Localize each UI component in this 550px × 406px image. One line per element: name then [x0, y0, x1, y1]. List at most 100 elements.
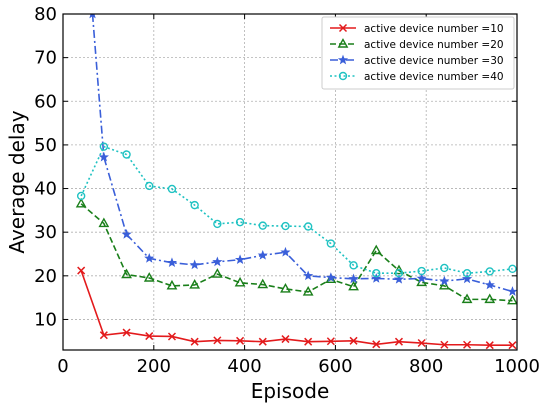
- series-1: [77, 266, 517, 350]
- legend-swatch-marker: [337, 54, 349, 65]
- series-3-point: [393, 273, 405, 284]
- legend-item-2: active device number =20: [330, 38, 504, 51]
- series-3-point: [280, 246, 291, 257]
- series-2-point: [98, 217, 110, 228]
- series-4-point: [145, 181, 154, 191]
- y-tick-label: 50: [34, 135, 57, 156]
- series-4-point: [122, 150, 131, 159]
- x-tick-label: 0: [57, 356, 68, 377]
- x-tick-label: 1000: [494, 356, 540, 377]
- y-tick-label: 20: [34, 266, 57, 287]
- series-3-point: [371, 273, 382, 283]
- series-1-point: [349, 336, 358, 345]
- series-2-point: [461, 293, 473, 304]
- series-3-point: [484, 279, 495, 290]
- series-2-point: [438, 279, 450, 290]
- series-2-point: [211, 268, 223, 278]
- legend-swatch-marker: [338, 23, 348, 33]
- legend-item-1: active device number =10: [330, 23, 504, 35]
- series-4: [76, 142, 517, 278]
- series-4-point: [462, 269, 472, 278]
- series-1-point: [281, 335, 290, 344]
- series-1-point: [304, 337, 313, 346]
- series-3-point: [234, 254, 246, 264]
- series-2-point: [75, 197, 87, 208]
- series-3-point: [439, 275, 450, 286]
- series-1-point: [372, 340, 381, 349]
- series-2-point: [370, 244, 382, 255]
- series-1-point: [417, 338, 426, 348]
- series-2-point: [143, 272, 155, 282]
- series-3-line: [91, 14, 513, 293]
- series-2-point: [348, 280, 359, 291]
- series-2-point: [257, 278, 269, 289]
- series-4-point: [349, 261, 358, 270]
- series-2-point: [484, 293, 496, 304]
- plot-frame: [62, 13, 518, 351]
- series-3-point: [166, 257, 178, 268]
- legend-item-3: active device number =30: [330, 54, 504, 67]
- series-4-point: [326, 239, 336, 248]
- series-1-point: [440, 340, 449, 349]
- series-layer: [75, 14, 517, 350]
- x-tick-label: 200: [137, 356, 171, 377]
- series-3-point: [257, 249, 268, 260]
- series-1-point: [167, 332, 176, 341]
- series-4-point: [167, 184, 177, 194]
- series-1-point: [145, 332, 154, 341]
- series-4-point: [303, 222, 313, 231]
- y-tick-label: 40: [34, 179, 57, 200]
- x-tick-label: 400: [227, 356, 261, 377]
- series-2-point: [234, 276, 246, 287]
- series-1-point: [394, 337, 403, 346]
- series-3-point: [212, 256, 223, 267]
- series-2-point: [302, 286, 314, 296]
- axis-ticks: 0 200 400 600 800 1000 10 20 30 40 50 60 70 80: [34, 4, 540, 377]
- y-axis-label: Average delay: [5, 110, 29, 253]
- series-4-point: [258, 221, 267, 230]
- x-tick-label: 600: [318, 356, 352, 377]
- series-4-point: [417, 266, 426, 276]
- series-2-point: [507, 294, 517, 305]
- series-1-point: [236, 336, 245, 345]
- series-1-point: [190, 337, 199, 346]
- series-3-point: [416, 273, 427, 283]
- series-3-point: [348, 273, 359, 284]
- series-3-point: [507, 286, 517, 296]
- series-1-point: [326, 337, 335, 346]
- series-1-point: [508, 341, 517, 350]
- series-4-point: [190, 200, 199, 210]
- series-4-point: [440, 263, 449, 273]
- series-3: [89, 14, 517, 296]
- series-1-point: [99, 331, 108, 340]
- legend: active device number =10 active device nu…: [321, 16, 515, 90]
- legend-swatch-marker: [338, 71, 348, 81]
- series-1-point: [213, 336, 222, 345]
- y-tick-label: 60: [34, 91, 57, 112]
- x-axis-label: Episode: [251, 379, 330, 403]
- series-3-point: [189, 259, 200, 270]
- series-1-point: [122, 328, 131, 337]
- series-3-point: [325, 272, 336, 282]
- series-1-point: [258, 337, 267, 346]
- series-2-point: [121, 268, 132, 279]
- series-3-point: [461, 273, 473, 284]
- series-4-point: [235, 217, 245, 227]
- legend-item-4: active device number =40: [330, 71, 504, 83]
- series-3-point: [121, 229, 132, 239]
- y-tick-label: 80: [34, 4, 57, 25]
- x-tick-label: 800: [409, 356, 443, 377]
- series-3-point: [89, 14, 96, 19]
- series-4-point: [485, 267, 494, 276]
- series-1-point: [485, 341, 494, 350]
- y-tick-label: 30: [34, 222, 57, 243]
- series-4-point: [394, 269, 404, 278]
- series-1-point: [463, 340, 472, 349]
- series-1-line: [80, 270, 513, 347]
- series-3-point: [98, 151, 109, 162]
- series-2-point: [166, 279, 178, 290]
- legend-label: active device number =10: [364, 23, 504, 35]
- legend-label: active device number =30: [364, 55, 504, 67]
- y-tick-label: 70: [34, 48, 57, 69]
